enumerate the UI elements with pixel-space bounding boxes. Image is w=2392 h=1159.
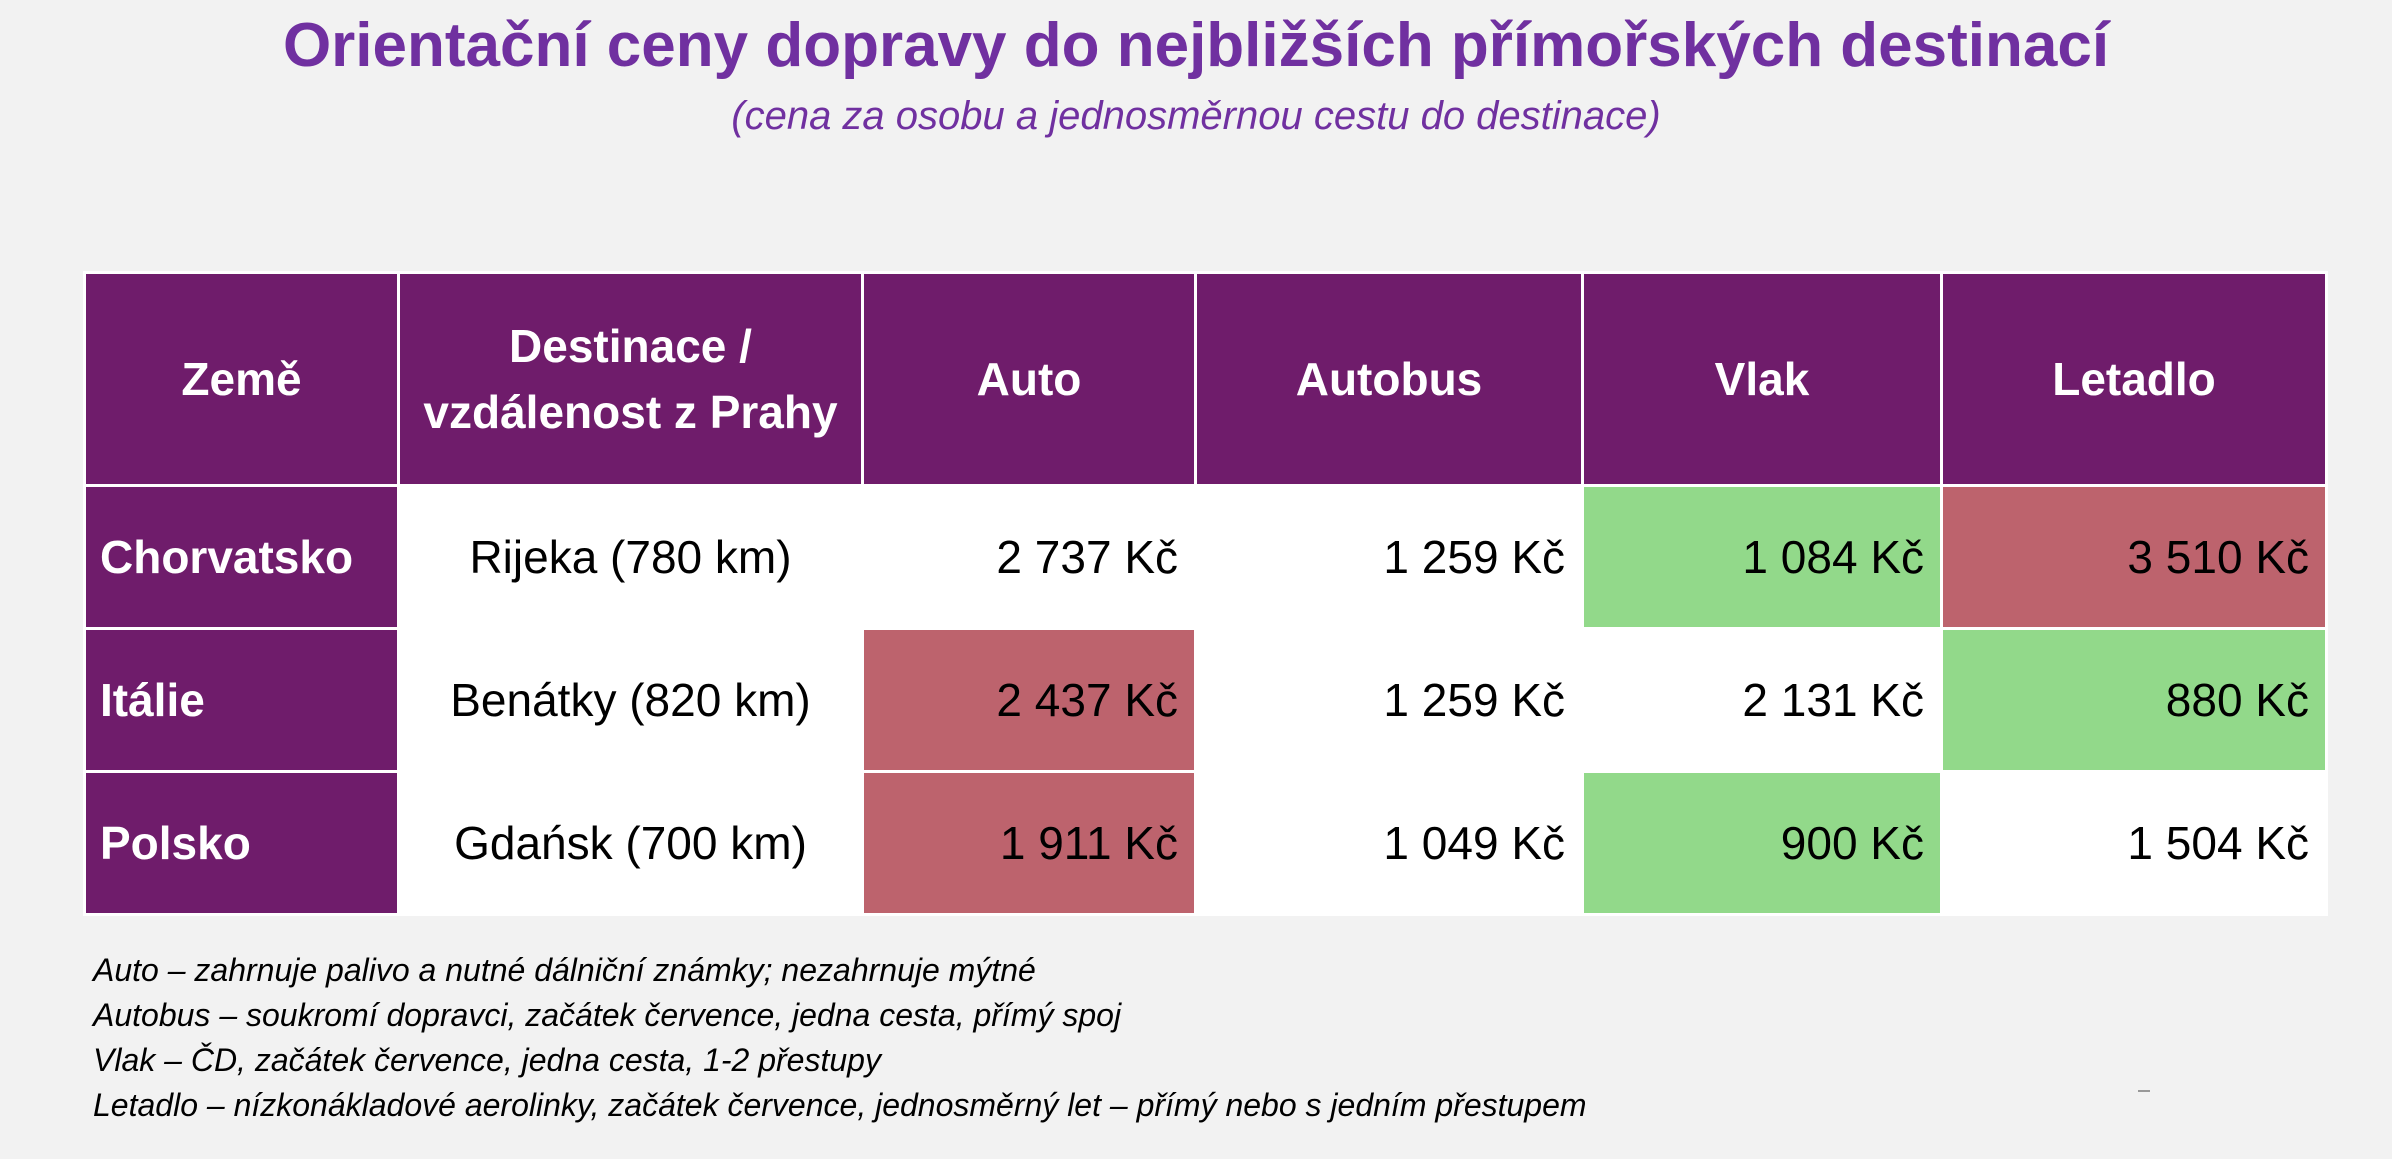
header-bus: Autobus xyxy=(1194,271,1584,487)
plane-price-cell-cheapest: 880 Kč xyxy=(1940,627,2328,773)
table-row: Itálie Benátky (820 km) 2 437 Kč 1 259 K… xyxy=(83,627,2328,773)
footnote-bus: Autobus – soukromí dopravci, začátek čer… xyxy=(93,997,1122,1033)
bus-price-cell: 1 259 Kč xyxy=(1194,484,1584,630)
car-price-cell-most-expensive: 2 437 Kč xyxy=(861,627,1197,773)
bus-price-cell: 1 049 Kč xyxy=(1194,770,1584,916)
plane-price-cell: 1 504 Kč xyxy=(1940,770,2328,916)
country-cell: Polsko xyxy=(83,770,400,916)
page-title: Orientační ceny dopravy do nejbližších p… xyxy=(282,11,2110,80)
header-plane: Letadlo xyxy=(1940,271,2328,487)
table-row: Polsko Gdańsk (700 km) 1 911 Kč 1 049 Kč… xyxy=(83,770,2328,916)
header-train: Vlak xyxy=(1581,271,1943,487)
country-cell: Itálie xyxy=(83,627,400,773)
train-price-cell: 2 131 Kč xyxy=(1581,627,1943,773)
header-destination: Destinace / vzdálenost z Prahy xyxy=(397,271,864,487)
destination-cell: Rijeka (780 km) xyxy=(397,484,864,630)
bus-price-cell: 1 259 Kč xyxy=(1194,627,1584,773)
header-country: Země xyxy=(83,271,400,487)
header-destination-line2: vzdálenost z Prahy xyxy=(423,386,838,438)
footnote-train: Vlak – ČD, začátek července, jedna cesta… xyxy=(93,1042,881,1078)
divider-mark xyxy=(2138,1090,2150,1092)
header-destination-line1: Destinace / xyxy=(509,320,752,372)
plane-price-cell-most-expensive: 3 510 Kč xyxy=(1940,484,2328,630)
page-subtitle: (cena za osobu a jednosměrnou cestu do d… xyxy=(731,94,1661,138)
footnote-plane: Letadlo – nízkonákladové aerolinky, začá… xyxy=(93,1087,1587,1123)
train-price-cell-cheapest: 1 084 Kč xyxy=(1581,484,1943,630)
table-header-row: Země Destinace / vzdálenost z Prahy Auto… xyxy=(83,271,2328,487)
header-car: Auto xyxy=(861,271,1197,487)
train-price-cell-cheapest: 900 Kč xyxy=(1581,770,1943,916)
footnote-car: Auto – zahrnuje palivo a nutné dálniční … xyxy=(93,952,1036,988)
destination-cell: Gdańsk (700 km) xyxy=(397,770,864,916)
footnotes: Auto – zahrnuje palivo a nutné dálniční … xyxy=(93,948,1587,1128)
car-price-cell-most-expensive: 1 911 Kč xyxy=(861,770,1197,916)
destination-cell: Benátky (820 km) xyxy=(397,627,864,773)
car-price-cell: 2 737 Kč xyxy=(861,484,1197,630)
country-cell: Chorvatsko xyxy=(83,484,400,630)
table-row: Chorvatsko Rijeka (780 km) 2 737 Kč 1 25… xyxy=(83,484,2328,630)
transport-price-table: Země Destinace / vzdálenost z Prahy Auto… xyxy=(83,271,2328,916)
